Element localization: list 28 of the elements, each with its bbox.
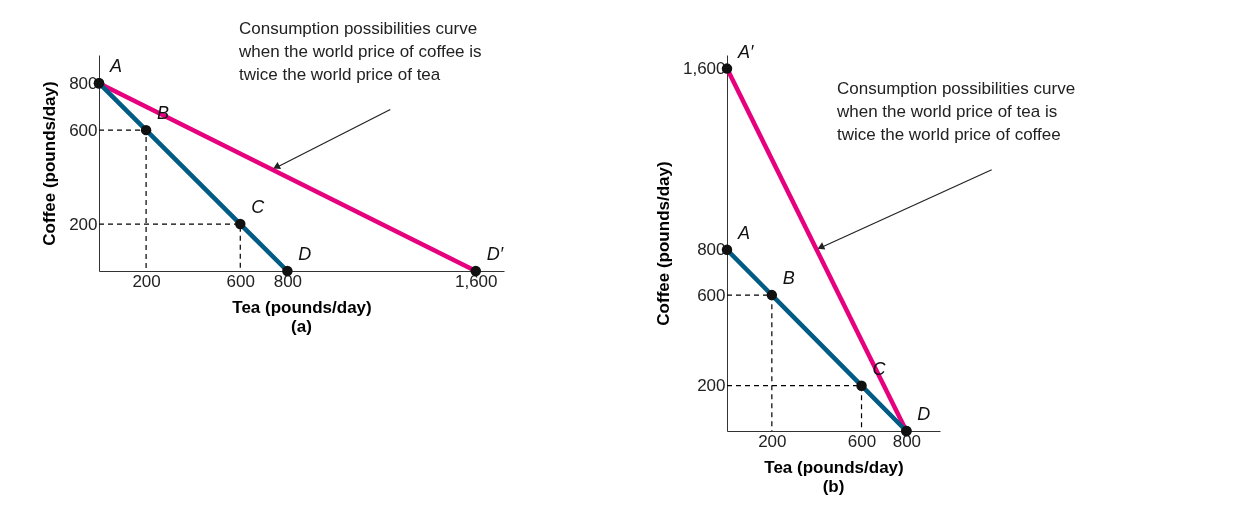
- y-axis-title: Coffee (pounds/day): [40, 81, 60, 246]
- y-axis-title: Coffee (pounds/day): [653, 161, 673, 326]
- annotation: A: [109, 56, 123, 77]
- y-tick-label: 600: [69, 120, 98, 140]
- annotation: B: [157, 103, 170, 124]
- x-tick-label: 200: [758, 431, 787, 451]
- annotation: A: [737, 222, 751, 243]
- x-tick-label: 600: [226, 271, 255, 291]
- annotation: D′: [486, 244, 504, 264]
- annotation: B: [782, 268, 795, 289]
- x-tick-label: 800: [892, 431, 922, 451]
- x-tick-label: 1,600: [454, 271, 498, 291]
- x-tick-label: 600: [847, 431, 877, 451]
- annotation: D: [298, 244, 312, 264]
- y-tick-label: 200: [697, 376, 726, 396]
- x-tick-label: 800: [273, 271, 303, 291]
- annotation: A′: [737, 41, 755, 62]
- annotation: D: [917, 404, 931, 424]
- text: (b): [822, 477, 845, 496]
- x-axis-title: Tea (pounds/day): [232, 297, 372, 317]
- annotation: Consumption possibilities curve when the world price of coffee is twice the world price of tea: [238, 19, 482, 84]
- y-tick-label: 200: [69, 214, 98, 234]
- x-axis-title: Tea (pounds/day): [764, 457, 904, 477]
- annotation: C: [251, 197, 266, 218]
- annotation: Consumption possibilities curve when the world price of tea is twice the world price of coffee: [836, 79, 1076, 144]
- x-tick-label: 200: [132, 271, 161, 291]
- text: (a): [291, 317, 312, 336]
- y-tick-label: 600: [697, 285, 726, 305]
